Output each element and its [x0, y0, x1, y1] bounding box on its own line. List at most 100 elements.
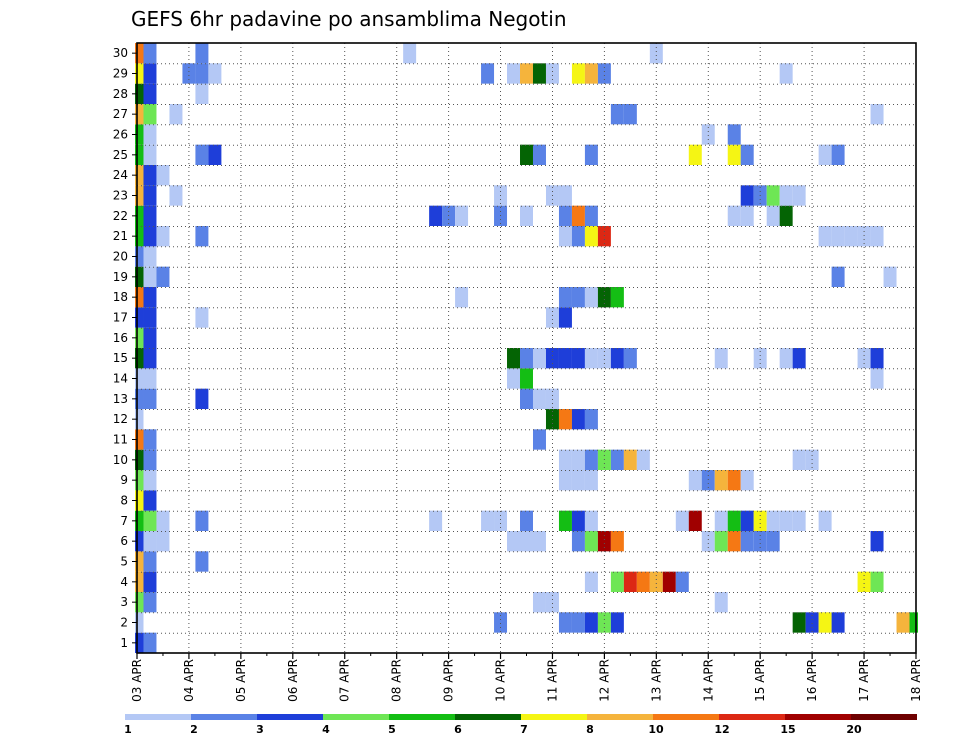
- heatmap-cell: [507, 63, 520, 84]
- heatmap-cell: [623, 571, 637, 592]
- heatmap-cell: [727, 144, 741, 165]
- heatmap-cell: [135, 307, 144, 328]
- y-tick-label: 11: [113, 433, 128, 447]
- heatmap-cell: [143, 429, 157, 450]
- legend-swatch: [719, 714, 785, 720]
- legend-label: 3: [256, 723, 264, 736]
- x-tick-label: 06 APR: [286, 659, 300, 702]
- heatmap-cell: [571, 612, 585, 633]
- heatmap-cell: [195, 510, 209, 531]
- heatmap-cell: [610, 104, 624, 125]
- heatmap-cell: [195, 43, 209, 64]
- heatmap-cell: [740, 531, 754, 552]
- x-tick-label: 03 APR: [130, 659, 144, 702]
- heatmap-cell: [571, 205, 585, 226]
- y-tick-label: 21: [113, 229, 128, 243]
- legend-swatch: [455, 714, 521, 720]
- heatmap-cell: [195, 307, 209, 328]
- heatmap-cell: [135, 104, 144, 125]
- y-axis: 1234567891011121314151617181920212223242…: [113, 46, 137, 650]
- heatmap-cell: [558, 226, 572, 247]
- heatmap-cell: [805, 612, 819, 633]
- heatmap-cell: [135, 571, 144, 592]
- x-tick-label: 18 APR: [909, 659, 923, 702]
- legend-swatch: [191, 714, 257, 720]
- color-legend: 1 2 3 4 5 6 7 8 10 12 15 20: [124, 714, 917, 736]
- heatmap-cell: [688, 470, 702, 491]
- heatmap-cell: [195, 63, 209, 84]
- heatmap-cell: [195, 551, 209, 572]
- heatmap-cell: [520, 205, 533, 226]
- heatmap-cell: [520, 368, 533, 389]
- heatmap-cell: [623, 449, 637, 470]
- heatmap-cell: [831, 144, 845, 165]
- heatmap-cell: [532, 429, 546, 450]
- heatmap-cell: [779, 510, 793, 531]
- heatmap-cell: [135, 429, 144, 450]
- y-tick-label: 7: [120, 514, 128, 528]
- heatmap-cell: [870, 348, 884, 369]
- heatmap-cell: [766, 531, 780, 552]
- heatmap-cell: [156, 165, 170, 186]
- y-tick-label: 30: [113, 46, 128, 60]
- y-tick-label: 2: [120, 616, 128, 630]
- heatmap-cell: [156, 531, 170, 552]
- y-tick-label: 25: [113, 148, 128, 162]
- y-tick-label: 6: [120, 534, 128, 548]
- legend-swatch: [785, 714, 851, 720]
- legend-swatch: [257, 714, 323, 720]
- heatmap-cell: [182, 63, 196, 84]
- heatmap-cell: [584, 409, 598, 430]
- heatmap-cell: [135, 551, 144, 572]
- y-tick-label: 18: [113, 290, 128, 304]
- heatmap-cell: [571, 63, 585, 84]
- x-tick-label: 17 APR: [857, 659, 871, 702]
- heatmap-cell: [649, 43, 663, 64]
- heatmap-cell: [532, 63, 546, 84]
- heatmap-cell: [143, 205, 157, 226]
- heatmap-cell: [520, 63, 533, 84]
- heatmap-cell: [135, 205, 144, 226]
- heatmap-cell: [195, 388, 209, 409]
- heatmap-cell: [584, 612, 598, 633]
- legend-label: 1: [124, 723, 132, 736]
- heatmap-cell: [156, 226, 170, 247]
- heatmap-cell: [649, 571, 663, 592]
- heatmap-cell: [779, 63, 793, 84]
- x-tick-label: 14 APR: [701, 659, 715, 702]
- heatmap-cell: [195, 144, 209, 165]
- heatmap-cell: [727, 124, 741, 145]
- heatmap-cell: [610, 531, 624, 552]
- y-tick-label: 28: [113, 87, 128, 101]
- heatmap-cell: [135, 287, 144, 308]
- heatmap-cell: [558, 307, 572, 328]
- heatmap-cell: [558, 348, 572, 369]
- y-tick-label: 15: [113, 351, 128, 365]
- heatmap-cell: [571, 510, 585, 531]
- heatmap-cell: [896, 612, 910, 633]
- heatmap-cell: [701, 470, 715, 491]
- legend-swatch: [587, 714, 653, 720]
- heatmap-cell: [714, 348, 728, 369]
- y-tick-label: 1: [120, 636, 128, 650]
- heatmap-cell: [143, 144, 157, 165]
- heatmap-cells: [135, 43, 918, 653]
- heatmap-cell: [545, 307, 559, 328]
- heatmap-cell: [870, 226, 884, 247]
- heatmap-cell: [727, 531, 741, 552]
- heatmap-cell: [753, 510, 767, 531]
- heatmap-cell: [135, 43, 144, 64]
- heatmap-cell: [740, 205, 754, 226]
- heatmap-cell: [507, 368, 520, 389]
- heatmap-cell: [143, 490, 157, 511]
- heatmap-cell: [507, 531, 520, 552]
- heatmap-cell: [208, 63, 222, 84]
- heatmap-cell: [143, 470, 157, 491]
- heatmap-cell: [831, 226, 845, 247]
- heatmap-cell: [135, 185, 144, 206]
- heatmap-cell: [597, 612, 611, 633]
- x-tick-label: 13 APR: [649, 659, 663, 702]
- heatmap-cell: [831, 266, 845, 287]
- heatmap-cell: [857, 348, 871, 369]
- heatmap-cell: [143, 327, 157, 348]
